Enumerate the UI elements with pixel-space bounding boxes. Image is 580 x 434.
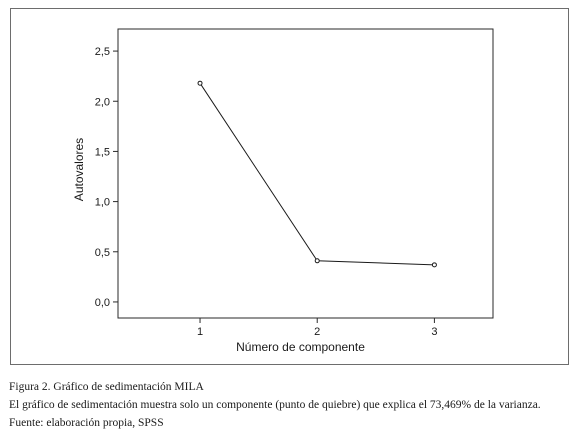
x-axis-title: Número de componente: [236, 340, 365, 354]
y-tick-label: 0,0: [95, 297, 110, 309]
y-tick-label: 1,5: [95, 146, 110, 158]
scree-plot: 0,0 0,5 1,0 1,5 2,0 2,5 1 2 3 Número de component…: [72, 28, 494, 354]
figure-frame: [10, 8, 569, 365]
data-point: [197, 80, 203, 86]
x-tick-label: 2: [314, 326, 320, 338]
x-tick-label: 3: [431, 326, 437, 338]
figure-caption-title: Figura 2. Gráfico de sedimentación MILA: [9, 381, 204, 393]
plot-area: [117, 28, 494, 319]
figure-caption-description: El gráfico de sedimentación muestra solo…: [9, 399, 541, 411]
y-axis-title: Autovalores: [72, 138, 86, 201]
y-tick-label: 2,0: [95, 96, 110, 108]
y-tick-label: 0,5: [95, 247, 110, 259]
figure-caption-source: Fuente: elaboración propia, SPSS: [9, 417, 164, 429]
data-point: [431, 262, 437, 268]
series-line: [199, 82, 435, 266]
y-tick-label: 1,0: [95, 197, 110, 209]
data-point: [314, 258, 320, 264]
y-tick-label: 2,5: [95, 46, 110, 58]
x-tick-label: 1: [197, 326, 203, 338]
